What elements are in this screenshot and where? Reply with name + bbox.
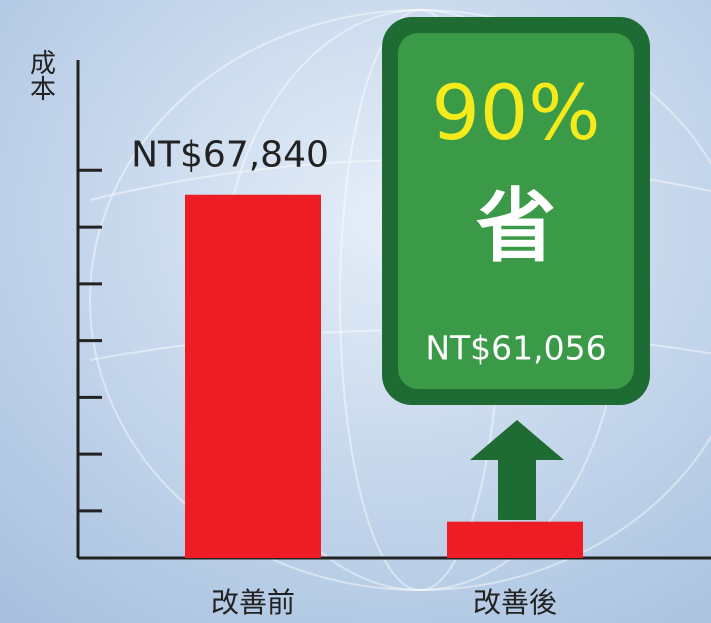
bar [447,522,583,558]
x-tick-label: 改善後 [473,586,557,619]
value-label: NT$67,840 [131,135,329,176]
y-axis-label: 成本 [26,49,56,101]
x-tick-label: 改善前 [211,586,295,619]
saving-label: 省 [476,180,556,273]
annotation-box: 90% 省 NT$61,056 [382,17,650,405]
percent-label: 90% [432,68,601,157]
bar [185,195,321,558]
amount-label: NT$61,056 [425,329,606,368]
chart: 成本 90% 省 NT$61,056 改善前 NT$67,840 改善後 [0,0,711,623]
